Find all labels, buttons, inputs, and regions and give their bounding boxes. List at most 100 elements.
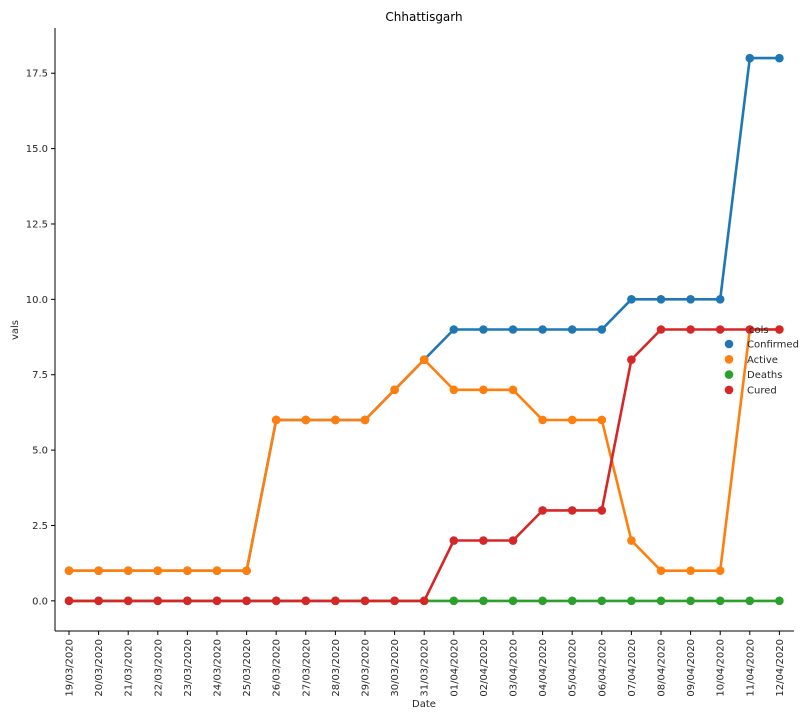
data-point-cured <box>627 355 636 364</box>
data-point-active <box>419 355 429 364</box>
x-tick-label: 05/04/2020 <box>568 639 579 697</box>
data-point-cured <box>390 596 399 606</box>
data-point-cured <box>538 506 547 515</box>
data-point-cured <box>153 596 163 606</box>
chart-title: Chhattisgarh <box>385 10 462 24</box>
y-tick-label: 2.5 <box>32 521 48 532</box>
data-point-cured <box>567 506 577 515</box>
axes: 0.0 2.5 5.0 7.5 10.0 12.5 15.0 17.5 19/03/2020 20… <box>26 28 794 697</box>
y-axis-title: vals <box>10 320 21 340</box>
data-point-cured <box>360 596 370 606</box>
series-layer <box>64 53 784 606</box>
data-point-active <box>627 536 636 545</box>
data-point-confirmed <box>597 325 607 334</box>
data-point-cured <box>745 325 755 334</box>
data-point-cured <box>686 325 695 334</box>
data-point-deaths <box>538 596 547 606</box>
x-tick-label: 31/03/2020 <box>420 639 431 697</box>
x-tick-label: 20/03/2020 <box>94 639 105 697</box>
x-tick-label: 08/04/2020 <box>657 639 668 697</box>
x-tick-label: 01/04/2020 <box>449 639 460 697</box>
data-point-deaths <box>627 596 636 606</box>
legend-label-confirmed: Confirmed <box>747 340 799 351</box>
y-tick-label: 12.5 <box>26 219 48 230</box>
data-point-deaths <box>775 596 784 606</box>
data-point-confirmed <box>715 295 725 304</box>
data-point-cured <box>508 536 518 545</box>
data-point-deaths <box>449 596 459 606</box>
legend-marker-deaths <box>724 370 734 379</box>
data-point-active <box>449 385 459 395</box>
data-point-cured <box>94 596 103 606</box>
x-tick-label: 21/03/2020 <box>124 639 135 697</box>
data-point-deaths <box>567 596 577 606</box>
data-point-cured <box>331 596 340 606</box>
data-point-confirmed <box>449 325 459 334</box>
data-point-active <box>567 415 577 425</box>
x-tick-label: 04/04/2020 <box>538 639 549 697</box>
data-point-confirmed <box>686 295 695 304</box>
data-point-active <box>183 566 192 575</box>
x-tick-label: 09/04/2020 <box>686 639 697 697</box>
data-point-active <box>656 566 666 575</box>
data-point-active <box>123 566 133 575</box>
legend-title: cols <box>749 325 769 336</box>
y-tick-label: 10.0 <box>26 295 48 306</box>
x-tick-label: 12/04/2020 <box>775 639 786 697</box>
data-point-deaths <box>597 596 607 606</box>
data-point-active <box>331 415 340 425</box>
data-point-cured <box>715 325 725 334</box>
y-tick-label: 0.0 <box>32 596 48 607</box>
data-point-cured <box>597 506 607 515</box>
legend-label-active: Active <box>747 355 778 366</box>
x-tick-label: 24/03/2020 <box>213 639 224 697</box>
x-tick-label: 19/03/2020 <box>65 639 76 697</box>
x-tick-label: 30/03/2020 <box>390 639 401 697</box>
data-point-deaths <box>479 596 488 606</box>
data-point-confirmed <box>567 325 577 334</box>
data-point-cured <box>242 596 251 606</box>
data-point-cured <box>419 596 429 606</box>
data-point-active <box>153 566 163 575</box>
legend: cols Confirmed Active Deaths Cured <box>724 325 799 396</box>
data-point-active <box>212 566 222 575</box>
y-tick-label: 17.5 <box>26 69 48 80</box>
y-tick-label: 5.0 <box>32 446 48 457</box>
data-point-active <box>360 415 370 425</box>
x-tick-label: 23/03/2020 <box>183 639 194 697</box>
x-tick-label: 11/04/2020 <box>745 639 756 697</box>
x-tick-label: 28/03/2020 <box>331 639 342 697</box>
data-point-deaths <box>686 596 695 606</box>
data-point-cured <box>656 325 666 334</box>
y-tick-label: 7.5 <box>32 370 48 381</box>
data-point-cured <box>479 536 488 545</box>
data-point-confirmed <box>538 325 547 334</box>
x-tick-label: 29/03/2020 <box>361 639 372 697</box>
data-point-active <box>271 415 281 425</box>
legend-label-cured: Cured <box>747 385 777 396</box>
x-tick-label: 03/04/2020 <box>509 639 520 697</box>
series-line-cured <box>69 328 780 603</box>
data-point-cured <box>212 596 222 606</box>
legend-marker-cured <box>724 385 734 395</box>
data-point-cured <box>301 596 311 606</box>
data-point-active <box>301 415 311 425</box>
data-point-active <box>597 415 607 425</box>
data-point-cured <box>123 596 133 606</box>
data-point-deaths <box>715 596 725 606</box>
x-tick-label: 25/03/2020 <box>242 639 253 697</box>
data-point-active <box>715 566 725 575</box>
x-tick-label: 10/04/2020 <box>716 639 727 697</box>
x-tick-label: 26/03/2020 <box>272 639 283 697</box>
data-point-cured <box>271 596 281 606</box>
data-point-cured <box>449 536 459 545</box>
data-point-deaths <box>508 596 518 606</box>
x-tick-label: 02/04/2020 <box>479 639 490 697</box>
legend-marker-confirmed <box>724 339 734 349</box>
x-axis-title: Date <box>412 699 436 710</box>
x-tick-label: 06/04/2020 <box>597 639 608 697</box>
data-point-confirmed <box>745 53 755 63</box>
data-point-active <box>94 566 103 575</box>
data-point-active <box>479 385 488 395</box>
